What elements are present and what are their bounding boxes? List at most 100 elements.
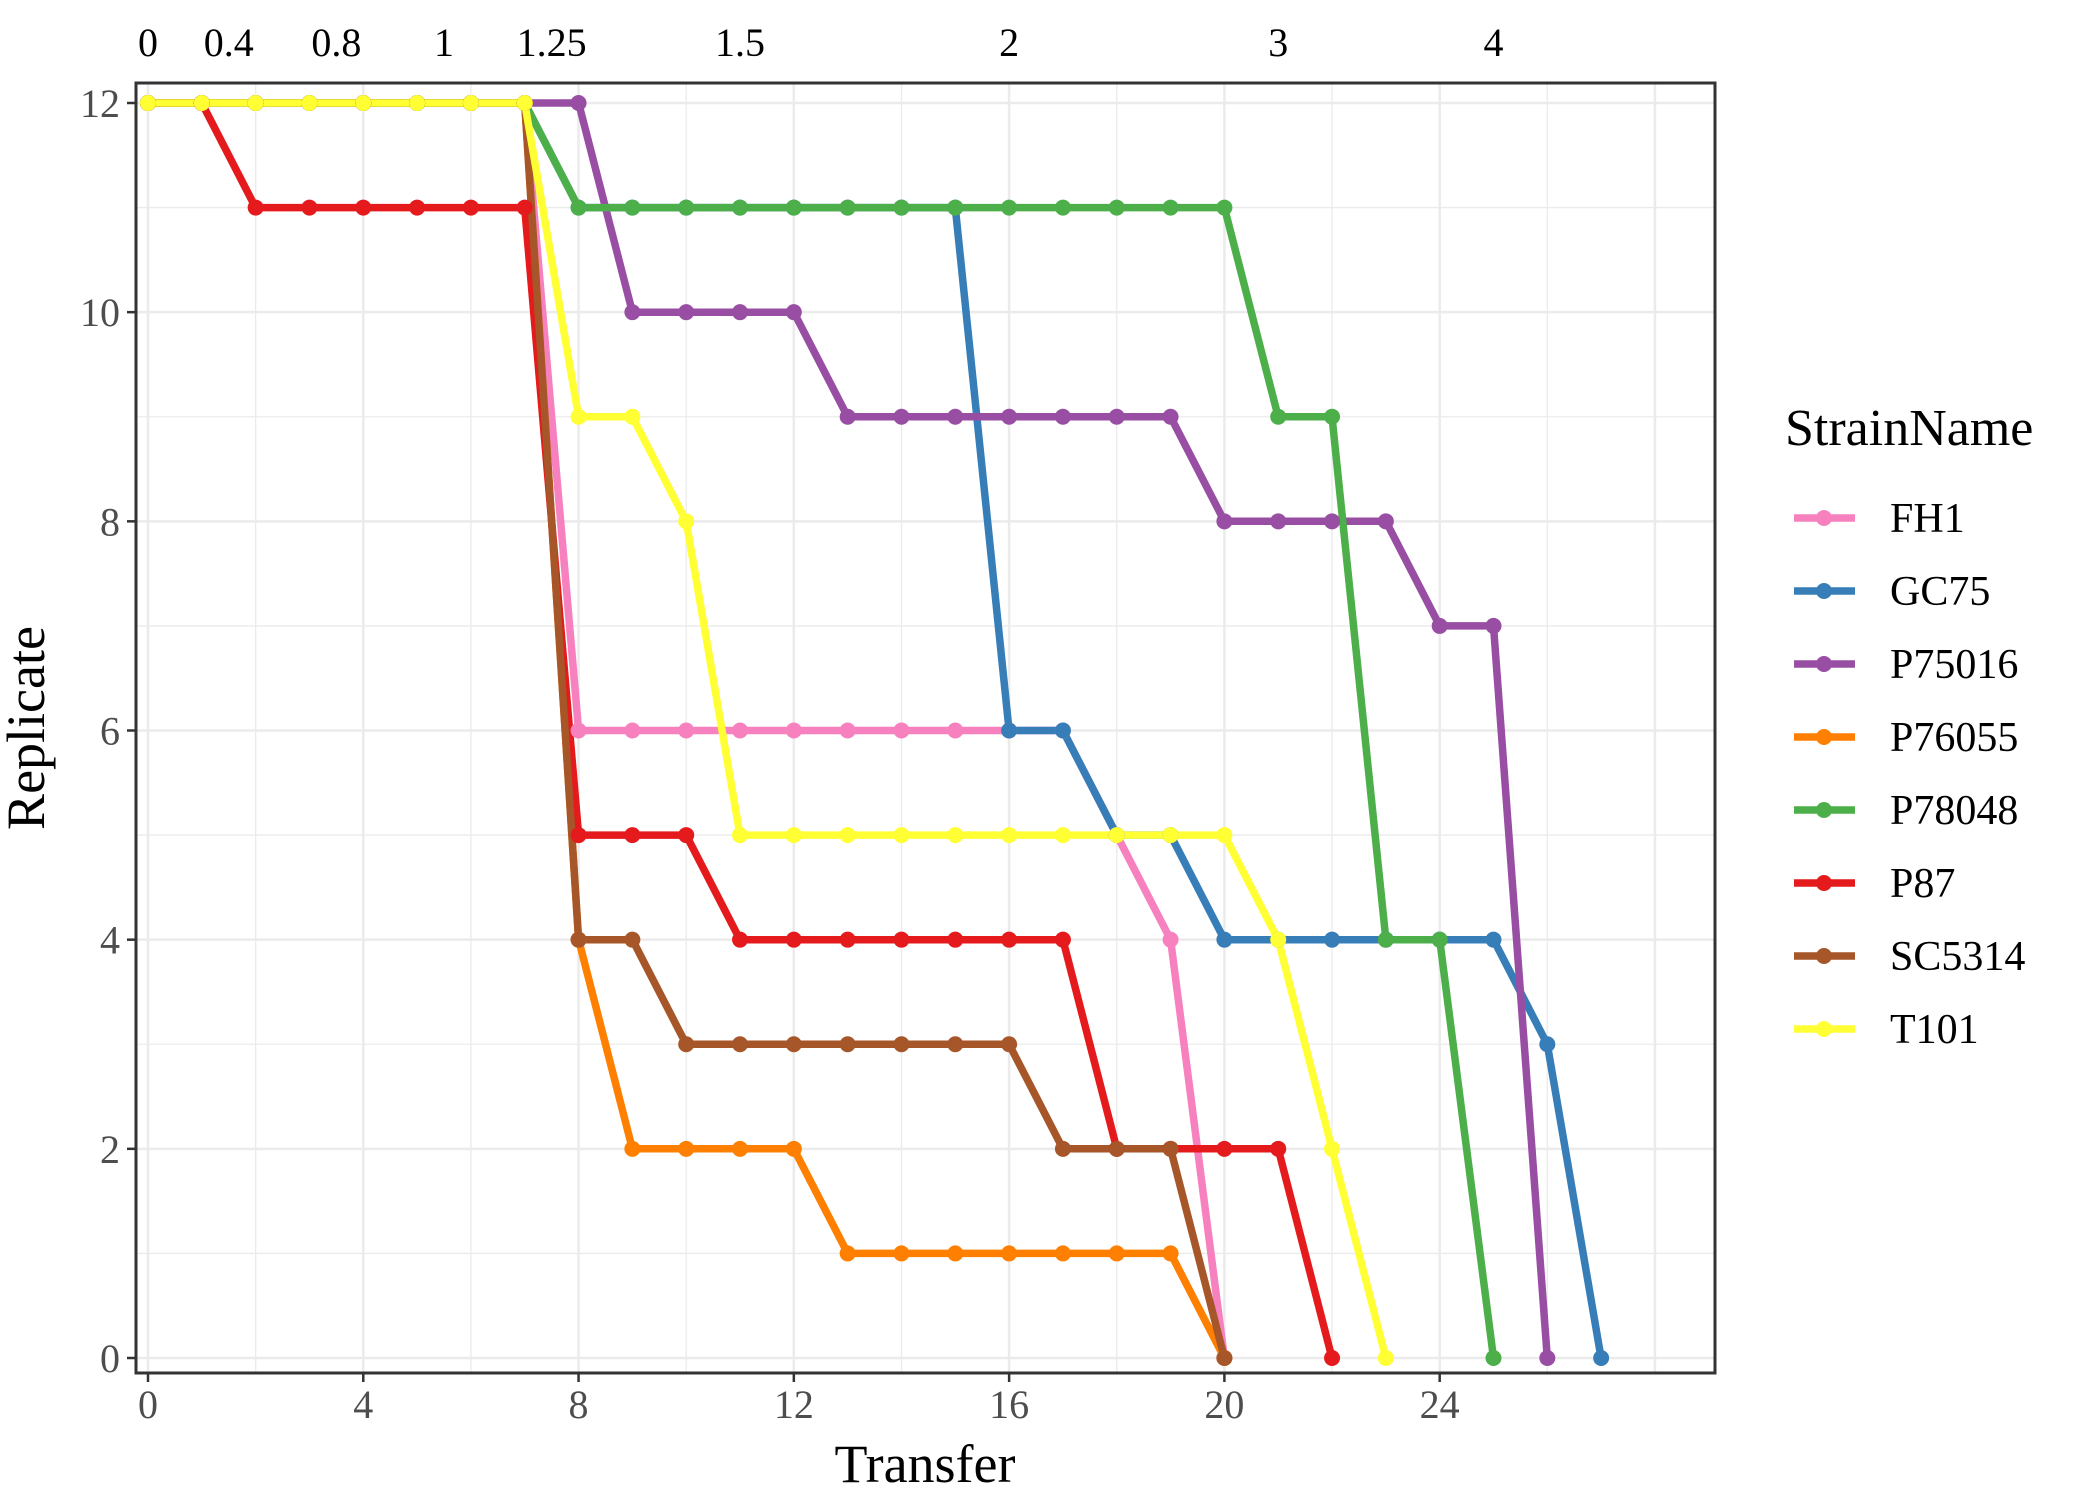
- legend-title: StrainName: [1785, 400, 2033, 457]
- data-point-P78048: [893, 199, 910, 216]
- data-point-P78048: [1485, 1350, 1502, 1366]
- data-point-SC5314: [570, 931, 587, 948]
- data-point-SC5314: [893, 1036, 910, 1053]
- data-point-FH1: [785, 722, 802, 739]
- data-point-FH1: [732, 722, 749, 739]
- data-point-P87: [516, 199, 533, 216]
- data-point-GC75: [1216, 931, 1233, 948]
- series-line-T101: [144, 99, 1390, 1362]
- data-point-P78048: [1108, 199, 1125, 216]
- x-axis-ticks: 0 4 8 12 16 20 24: [138, 1373, 1460, 1427]
- data-point-P87: [947, 931, 964, 948]
- data-point-P76055: [1054, 1245, 1071, 1262]
- x-tick-label: 12: [774, 1382, 814, 1427]
- data-point-P87: [247, 199, 264, 216]
- data-point-P78048: [785, 199, 802, 216]
- data-point-P78048: [624, 199, 641, 216]
- data-point-P76055: [1001, 1245, 1018, 1262]
- data-point-SC5314: [732, 1036, 749, 1053]
- data-point-P75016: [570, 95, 587, 111]
- legend-key-point: [1816, 802, 1832, 818]
- data-point-T101: [140, 95, 156, 111]
- data-point-P75016: [1108, 408, 1125, 425]
- legend-item-T101: T101: [1794, 1007, 1979, 1053]
- data-point-T101: [1054, 827, 1071, 844]
- data-point-P75016: [1377, 513, 1394, 530]
- data-point-FH1: [893, 722, 910, 739]
- data-point-FH1: [624, 722, 641, 739]
- data-point-P87: [785, 931, 802, 948]
- data-point-GC75: [1593, 1350, 1610, 1366]
- data-point-P87: [1324, 1350, 1341, 1366]
- data-point-T101: [1216, 827, 1233, 844]
- data-point-P76055: [839, 1245, 856, 1262]
- x-tick-label: 4: [353, 1382, 373, 1427]
- data-point-P87: [409, 199, 426, 216]
- legend-label: P76055: [1890, 715, 2018, 761]
- data-point-SC5314: [1054, 1140, 1071, 1157]
- data-point-T101: [839, 827, 856, 844]
- legend-item-GC75: GC75: [1794, 569, 1990, 615]
- data-point-T101: [462, 95, 479, 111]
- legend-key-point: [1816, 510, 1832, 526]
- top-axis-labels: 0 0.4 0.8 1 1.25 1.5 2 3 4: [138, 20, 1504, 65]
- data-point-T101: [193, 95, 210, 111]
- data-point-T101: [1001, 827, 1018, 844]
- data-point-T101: [678, 513, 695, 530]
- x-tick-label: 16: [989, 1382, 1029, 1427]
- y-axis-ticks: 0 2 4 6 8 10 12: [80, 81, 136, 1381]
- data-point-P75016: [1162, 408, 1179, 425]
- legend-label: P87: [1890, 861, 1955, 907]
- data-point-SC5314: [785, 1036, 802, 1053]
- data-point-P87: [355, 199, 372, 216]
- data-point-P87: [570, 827, 587, 844]
- data-point-SC5314: [678, 1036, 695, 1053]
- y-tick-label: 12: [80, 81, 120, 126]
- data-point-P76055: [785, 1140, 802, 1157]
- data-point-P76055: [1108, 1245, 1125, 1262]
- data-point-SC5314: [1108, 1140, 1125, 1157]
- legend-key-point: [1816, 1021, 1832, 1037]
- data-point-T101: [1324, 1140, 1341, 1157]
- data-point-P75016: [839, 408, 856, 425]
- data-point-P76055: [678, 1140, 695, 1157]
- data-point-T101: [409, 95, 426, 111]
- top-axis-label: 3: [1268, 20, 1288, 65]
- data-point-P75016: [893, 408, 910, 425]
- data-point-T101: [516, 95, 533, 111]
- y-tick-label: 4: [100, 918, 120, 963]
- series-points: [140, 95, 1610, 1366]
- data-point-T101: [355, 95, 372, 111]
- data-point-P75016: [732, 304, 749, 321]
- data-point-P87: [1001, 931, 1018, 948]
- data-point-P78048: [1001, 199, 1018, 216]
- data-point-P75016: [1216, 513, 1233, 530]
- panel-border: [134, 81, 1717, 1375]
- data-point-T101: [1377, 1350, 1394, 1366]
- y-axis-title: Replicate: [0, 626, 56, 830]
- data-point-P87: [1216, 1140, 1233, 1157]
- top-axis-label: 1.5: [715, 20, 765, 65]
- y-tick-label: 0: [100, 1336, 120, 1381]
- legend-label: GC75: [1890, 569, 1990, 615]
- data-point-P76055: [624, 1140, 641, 1157]
- y-tick-label: 8: [100, 499, 120, 544]
- top-axis-label: 0: [138, 20, 158, 65]
- top-axis-label: 2: [999, 20, 1019, 65]
- data-point-T101: [1162, 827, 1179, 844]
- legend-item-P78048: P78048: [1794, 788, 2018, 834]
- data-point-SC5314: [1001, 1036, 1018, 1053]
- data-point-P78048: [570, 199, 587, 216]
- data-point-P87: [893, 931, 910, 948]
- data-point-P76055: [947, 1245, 964, 1262]
- data-point-SC5314: [624, 931, 641, 948]
- data-point-T101: [301, 95, 318, 111]
- data-point-P87: [624, 827, 641, 844]
- top-axis-label: 1: [434, 20, 454, 65]
- legend-label: P75016: [1890, 642, 2018, 688]
- data-point-P78048: [1270, 408, 1287, 425]
- data-point-P78048: [678, 199, 695, 216]
- data-point-P78048: [839, 199, 856, 216]
- data-point-P76055: [1162, 1245, 1179, 1262]
